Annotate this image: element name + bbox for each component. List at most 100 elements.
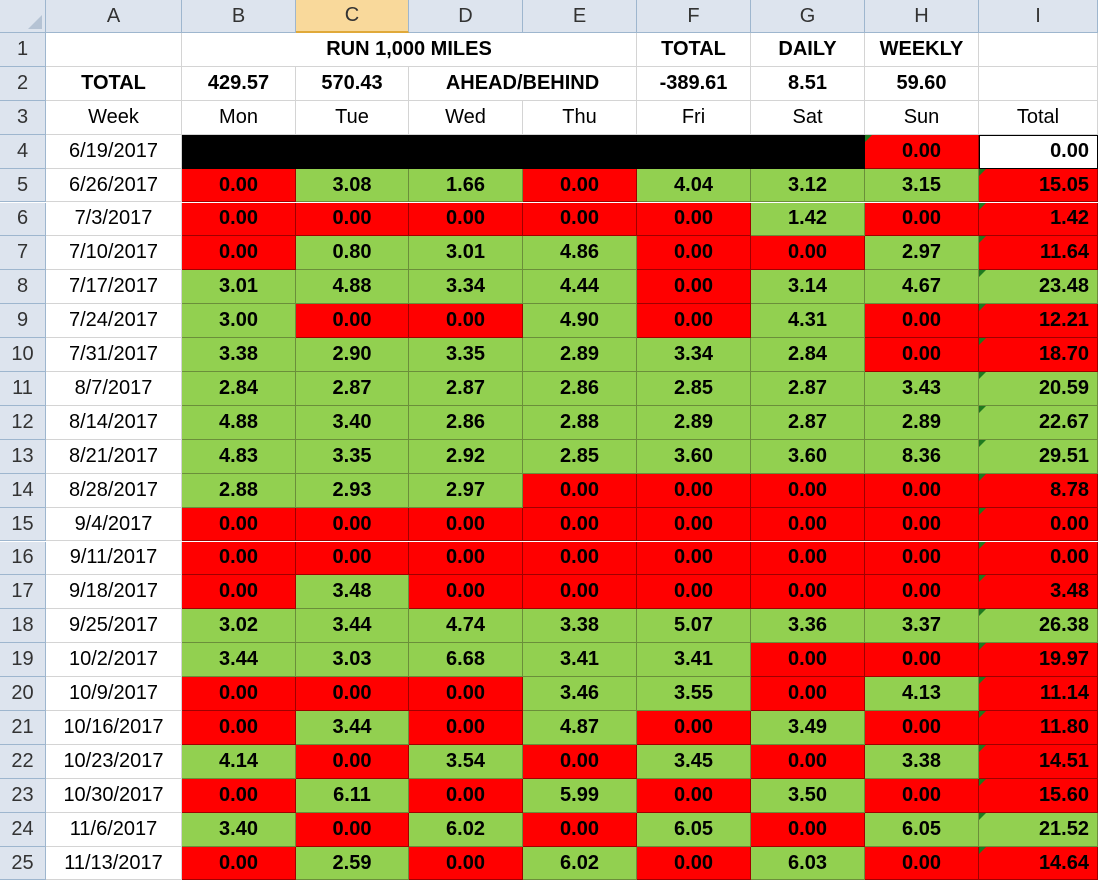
day-cell-d17[interactable]: 0.00 [409,575,523,610]
day-cell-c14[interactable]: 2.93 [296,473,409,508]
week-total-cell[interactable]: 11.14 [979,677,1098,711]
day-cell-g7[interactable]: 0.00 [751,236,865,271]
row-header-4[interactable]: 4 [0,134,46,169]
day-cell-h19[interactable]: 0.00 [865,643,979,678]
day-cell-d25[interactable]: 0.00 [409,846,523,880]
day-cell-c11[interactable]: 2.87 [296,372,409,406]
day-cell-b9[interactable]: 3.00 [182,304,296,339]
day-cell-b23[interactable]: 0.00 [182,778,296,813]
day-cell-e4[interactable] [523,134,637,169]
day-cell-h25[interactable]: 0.00 [865,846,979,880]
week-total-cell[interactable]: 3.48 [979,575,1098,610]
row-header-19[interactable]: 19 [0,643,46,678]
day-cell-h7[interactable]: 2.97 [865,236,979,271]
day-cell-g19[interactable]: 0.00 [751,643,865,678]
day-cell-h12[interactable]: 2.89 [865,405,979,440]
day-cell-b11[interactable]: 2.84 [182,372,296,406]
week-total-cell[interactable]: 0.00 [979,134,1098,169]
day-cell-g18[interactable]: 3.36 [751,609,865,644]
row-header-12[interactable]: 12 [0,405,46,440]
week-total-cell[interactable]: 23.48 [979,270,1098,305]
day-cell-g11[interactable]: 2.87 [751,372,865,406]
day-cell-b25[interactable]: 0.00 [182,846,296,880]
day-cell-b4[interactable] [182,134,296,169]
week-total-cell[interactable]: 11.64 [979,236,1098,271]
cell-b2[interactable]: 429.57 [182,66,296,101]
column-header-a[interactable]: A [46,0,182,33]
cell-h3[interactable]: Sun [865,100,979,135]
row-header-14[interactable]: 14 [0,473,46,508]
day-cell-d23[interactable]: 0.00 [409,778,523,813]
day-cell-e19[interactable]: 3.41 [523,643,637,678]
day-cell-d9[interactable]: 0.00 [409,304,523,339]
day-cell-e7[interactable]: 4.86 [523,236,637,271]
day-cell-d24[interactable]: 6.02 [409,812,523,847]
day-cell-d16[interactable]: 0.00 [409,541,523,576]
day-cell-c25[interactable]: 2.59 [296,846,409,880]
day-cell-g25[interactable]: 6.03 [751,846,865,880]
row-header-21[interactable]: 21 [0,711,46,745]
day-cell-d15[interactable]: 0.00 [409,507,523,542]
week-date-cell[interactable]: 9/4/2017 [46,507,182,542]
day-cell-f9[interactable]: 0.00 [637,304,751,339]
day-cell-g21[interactable]: 3.49 [751,711,865,745]
row-header-25[interactable]: 25 [0,846,46,880]
select-all-corner[interactable] [0,0,46,33]
day-cell-h16[interactable]: 0.00 [865,541,979,576]
day-cell-h10[interactable]: 0.00 [865,338,979,372]
day-cell-c15[interactable]: 0.00 [296,507,409,542]
row-header-2[interactable]: 2 [0,66,46,101]
day-cell-c9[interactable]: 0.00 [296,304,409,339]
week-total-cell[interactable]: 20.59 [979,372,1098,406]
week-date-cell[interactable]: 7/31/2017 [46,338,182,372]
day-cell-g24[interactable]: 0.00 [751,812,865,847]
row-header-10[interactable]: 10 [0,338,46,372]
day-cell-b12[interactable]: 4.88 [182,405,296,440]
row-header-16[interactable]: 16 [0,541,46,576]
day-cell-b5[interactable]: 0.00 [182,168,296,203]
day-cell-c5[interactable]: 3.08 [296,168,409,203]
column-header-f[interactable]: F [637,0,751,33]
day-cell-f22[interactable]: 3.45 [637,744,751,779]
day-cell-g14[interactable]: 0.00 [751,473,865,508]
day-cell-c6[interactable]: 0.00 [296,202,409,237]
day-cell-f11[interactable]: 2.85 [637,372,751,406]
day-cell-c10[interactable]: 2.90 [296,338,409,372]
day-cell-h5[interactable]: 3.15 [865,168,979,203]
day-cell-d11[interactable]: 2.87 [409,372,523,406]
day-cell-e24[interactable]: 0.00 [523,812,637,847]
day-cell-d20[interactable]: 0.00 [409,677,523,711]
day-cell-g20[interactable]: 0.00 [751,677,865,711]
day-cell-c20[interactable]: 0.00 [296,677,409,711]
week-date-cell[interactable]: 10/23/2017 [46,744,182,779]
week-total-cell[interactable]: 0.00 [979,507,1098,542]
day-cell-f21[interactable]: 0.00 [637,711,751,745]
day-cell-g22[interactable]: 0.00 [751,744,865,779]
week-total-cell[interactable]: 14.64 [979,846,1098,880]
day-cell-h14[interactable]: 0.00 [865,473,979,508]
row-header-17[interactable]: 17 [0,575,46,610]
cell-b1[interactable]: RUN 1,000 MILES [182,33,637,67]
day-cell-f13[interactable]: 3.60 [637,439,751,474]
day-cell-h11[interactable]: 3.43 [865,372,979,406]
day-cell-f4[interactable] [637,134,751,169]
day-cell-e5[interactable]: 0.00 [523,168,637,203]
day-cell-d10[interactable]: 3.35 [409,338,523,372]
day-cell-g16[interactable]: 0.00 [751,541,865,576]
day-cell-d18[interactable]: 4.74 [409,609,523,644]
row-header-7[interactable]: 7 [0,236,46,271]
day-cell-h24[interactable]: 6.05 [865,812,979,847]
day-cell-g6[interactable]: 1.42 [751,202,865,237]
day-cell-g13[interactable]: 3.60 [751,439,865,474]
day-cell-g15[interactable]: 0.00 [751,507,865,542]
day-cell-c21[interactable]: 3.44 [296,711,409,745]
cell-i2[interactable] [979,66,1098,101]
day-cell-e17[interactable]: 0.00 [523,575,637,610]
day-cell-b10[interactable]: 3.38 [182,338,296,372]
day-cell-f17[interactable]: 0.00 [637,575,751,610]
cell-d2[interactable]: AHEAD/BEHIND [409,66,637,101]
day-cell-h15[interactable]: 0.00 [865,507,979,542]
week-total-cell[interactable]: 8.78 [979,473,1098,508]
day-cell-f18[interactable]: 5.07 [637,609,751,644]
day-cell-e14[interactable]: 0.00 [523,473,637,508]
